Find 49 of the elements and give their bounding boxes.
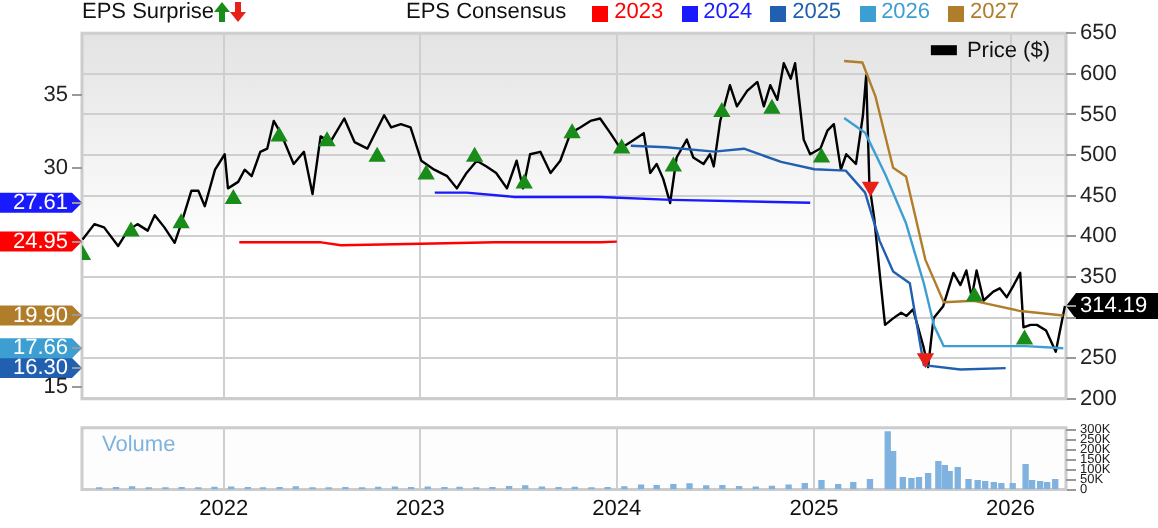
x-tick-label: 2022 — [199, 496, 249, 521]
point — [713, 103, 730, 118]
y-tick-label: 19.90 — [12, 303, 68, 328]
point — [173, 214, 190, 229]
point — [225, 189, 242, 204]
point — [418, 165, 435, 180]
y2-tick-label: 250 — [1080, 346, 1117, 371]
legend-label: 2023 — [612, 0, 664, 26]
y2-tick-label: 200 — [1080, 386, 1117, 411]
legend-label: 2025 — [790, 0, 842, 26]
legend-title: EPS Consensus — [406, 0, 567, 26]
x-tick-label: 2025 — [789, 496, 839, 521]
legend-label: Volume — [102, 432, 176, 457]
y2-tick-label: 450 — [1080, 183, 1117, 208]
point — [966, 287, 983, 302]
y2-tick-label: 500 — [1080, 143, 1117, 168]
legend-label: 2024 — [701, 0, 753, 26]
point — [466, 147, 483, 162]
x-tick-label: 2024 — [592, 496, 642, 521]
y-tick-label: 16.30 — [12, 356, 68, 381]
text: EPS Surprise — [82, 0, 217, 26]
point — [665, 157, 682, 172]
x-tick-label: 2023 — [395, 496, 445, 521]
point — [123, 222, 139, 237]
legend-label: 2026 — [879, 0, 931, 26]
y-tick-label: 24.95 — [12, 229, 68, 254]
point — [613, 139, 630, 154]
legend-label: Price ($) — [966, 39, 1050, 64]
y2-tick-label: 350 — [1080, 265, 1117, 289]
y-tick-label: 35 — [43, 82, 68, 107]
point — [1016, 330, 1033, 345]
y2-tick-label: 600 — [1080, 61, 1117, 86]
point — [369, 147, 386, 162]
point — [564, 124, 581, 139]
y-tick-label: 30 — [43, 155, 68, 180]
point — [319, 132, 335, 147]
y2-tick-label: 550 — [1080, 102, 1117, 127]
point — [813, 148, 830, 163]
point — [271, 127, 288, 142]
x-tick-label: 2026 — [986, 496, 1036, 521]
y-tick-label: 27.61 — [12, 190, 68, 215]
point — [516, 174, 533, 189]
y2-tick-label: 650 — [1080, 21, 1117, 46]
y2-tick-label: 314.19 — [1080, 294, 1148, 319]
legend-label: 2027 — [968, 0, 1020, 26]
y-tick-label: 17.66 — [12, 336, 68, 361]
y2-tick-label: 400 — [1080, 224, 1117, 249]
point — [764, 99, 780, 114]
y-tick-label: 15 — [43, 375, 68, 400]
